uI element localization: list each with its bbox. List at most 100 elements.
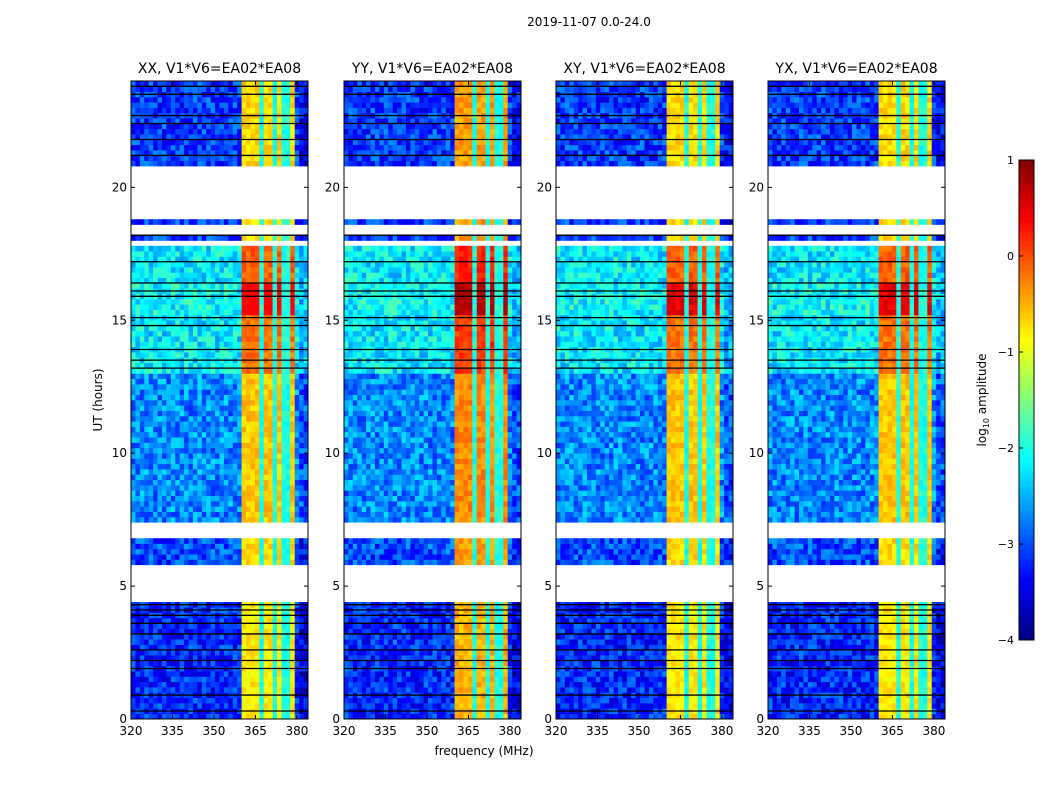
heatmap-cell [299, 150, 304, 156]
heatmap-cell [210, 336, 216, 342]
heatmap-cell [144, 96, 149, 103]
heatmap-cell [232, 378, 238, 385]
heatmap-cell [392, 697, 398, 704]
heatmap-cell [228, 107, 234, 114]
heatmap-cell [241, 277, 247, 284]
heatmap-cell [223, 272, 229, 279]
heatmap-cell [184, 352, 189, 358]
heatmap-cell [254, 639, 260, 645]
heatmap-cell [139, 671, 145, 677]
heatmap-cell [410, 681, 416, 688]
heatmap-cell [223, 160, 229, 167]
heatmap-cell [344, 676, 349, 683]
heatmap-cell [254, 277, 260, 284]
heatmap-cell [144, 474, 149, 481]
heatmap-cell [268, 378, 273, 385]
heatmap-cell [157, 304, 163, 310]
heatmap-cell [148, 81, 154, 87]
heatmap-cell [131, 330, 136, 337]
heatmap-cell [144, 548, 149, 555]
heatmap-cell [463, 554, 469, 560]
heatmap-cell [268, 463, 273, 470]
heatmap-cell [268, 623, 273, 629]
heatmap-cell [250, 298, 256, 305]
heatmap-cell [210, 298, 216, 305]
heatmap-cell [428, 633, 433, 640]
heatmap-cell [263, 687, 269, 693]
heatmap-cell [148, 256, 154, 263]
heatmap-cell [210, 617, 216, 624]
heatmap-cell [188, 469, 194, 475]
heatmap-cell [241, 81, 247, 87]
heatmap-cell [277, 139, 282, 146]
heatmap-cell [175, 362, 180, 369]
heatmap-cell [131, 368, 136, 374]
heatmap-cell [414, 644, 420, 651]
heatmap-cell [131, 474, 136, 481]
heatmap-cell [272, 671, 278, 677]
heatmap-cell [290, 516, 296, 523]
heatmap-cell [268, 118, 273, 124]
heatmap-cell [361, 671, 367, 677]
heatmap-cell [507, 633, 513, 640]
heatmap-cell [228, 389, 234, 395]
heatmap-cell [223, 150, 229, 156]
heatmap-cell [161, 516, 167, 523]
heatmap-cell [397, 633, 402, 640]
heatmap-cell [170, 330, 176, 337]
heatmap-cell [210, 458, 216, 465]
heatmap-cell [215, 144, 220, 151]
heatmap-cell [201, 251, 207, 257]
heatmap-cell [215, 469, 220, 475]
heatmap-cell [263, 474, 269, 481]
heatmap-cell [503, 628, 509, 635]
heatmap-cell [228, 511, 234, 518]
heatmap-cell [139, 617, 145, 624]
heatmap-cell [241, 644, 247, 651]
heatmap-cell [131, 447, 136, 454]
heatmap-cell [131, 639, 136, 645]
heatmap-cell [148, 543, 154, 550]
heatmap-cell [352, 639, 358, 645]
heatmap-cell [290, 272, 296, 279]
heatmap-cell [263, 458, 269, 465]
heatmap-cell [223, 219, 229, 225]
heatmap-cell [135, 617, 141, 624]
heatmap-cell [241, 368, 247, 374]
heatmap-cell [374, 548, 380, 555]
heatmap-cell [303, 703, 309, 709]
heatmap-cell [188, 320, 194, 326]
heatmap-cell [299, 256, 304, 263]
heatmap-cell [268, 655, 273, 661]
heatmap-cell [188, 139, 194, 146]
heatmap-cell [250, 325, 256, 332]
heatmap-cell [201, 623, 207, 629]
heatmap-cell [294, 442, 300, 449]
heatmap-cell [232, 389, 238, 395]
heatmap-cell [294, 309, 300, 316]
heatmap-cell [254, 458, 260, 465]
heatmap-cell [170, 394, 176, 401]
heatmap-cell [507, 554, 513, 560]
heatmap-cell [215, 155, 220, 162]
heatmap-cell [144, 495, 149, 502]
heatmap-cell [272, 86, 278, 92]
heatmap-cell [246, 639, 251, 645]
heatmap-cell [157, 330, 163, 337]
heatmap-cell [223, 118, 229, 124]
heatmap-cell [281, 362, 287, 369]
heatmap-cell [197, 118, 203, 124]
heatmap-cell [223, 144, 229, 151]
y-tick-label: 20 [112, 180, 127, 194]
heatmap-cell [392, 649, 398, 656]
heatmap-cell [290, 543, 296, 550]
heatmap-cell [166, 368, 172, 374]
heatmap-cell [516, 623, 522, 629]
heatmap-cell [131, 107, 136, 114]
heatmap-cell [166, 516, 172, 523]
heatmap-cell [370, 671, 376, 677]
heatmap-cell [512, 617, 517, 624]
heatmap-cell [463, 548, 469, 555]
heatmap-cell [166, 123, 172, 130]
heatmap-cell [254, 628, 260, 635]
